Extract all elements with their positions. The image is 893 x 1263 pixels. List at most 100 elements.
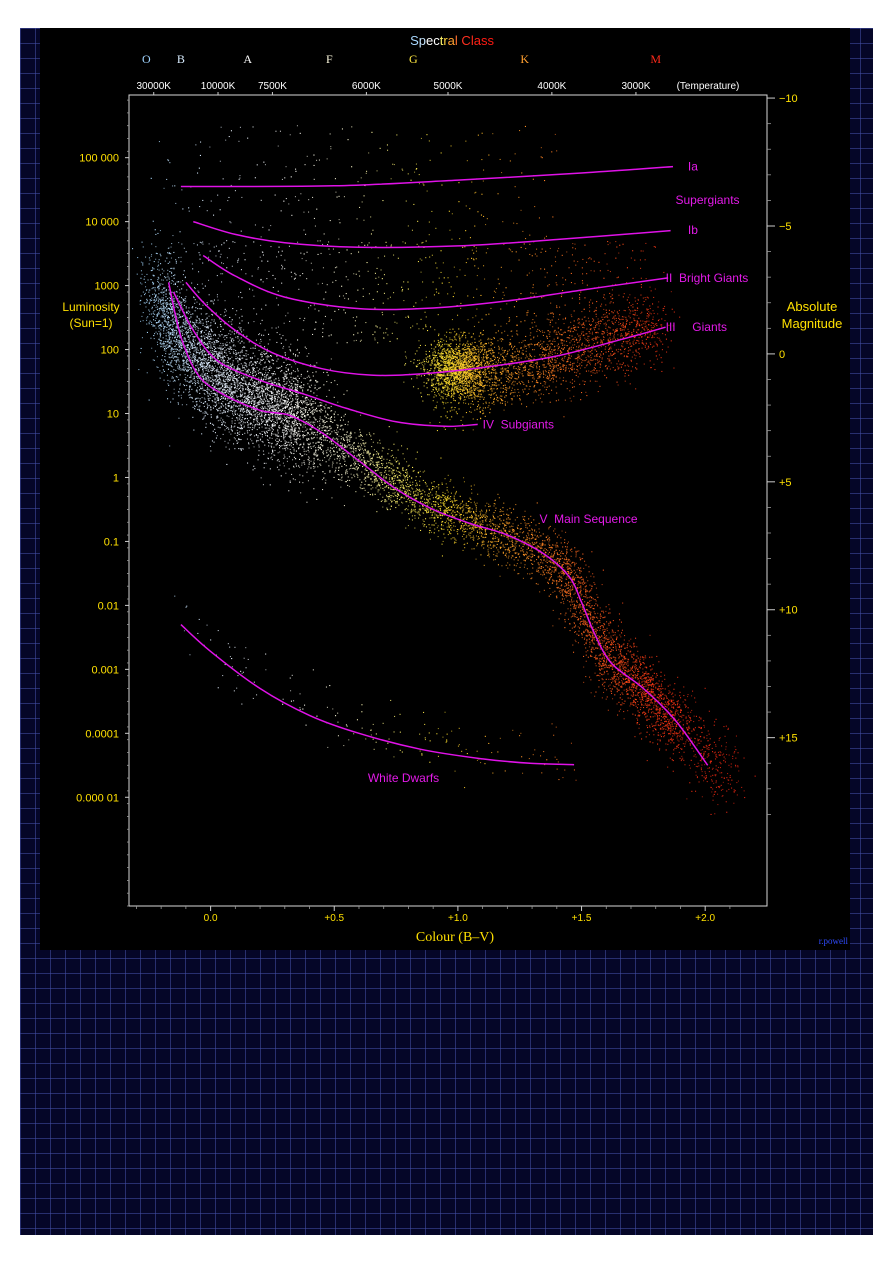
star-point	[320, 408, 322, 410]
star-point	[659, 696, 661, 698]
star-point	[283, 402, 285, 404]
star-point	[532, 534, 534, 536]
star-point	[164, 317, 166, 319]
star-point	[592, 647, 594, 649]
star-point	[310, 411, 312, 413]
star-point	[142, 262, 144, 264]
star-point	[610, 657, 612, 659]
star-point	[420, 498, 422, 500]
star-point	[190, 353, 192, 355]
star-point	[444, 502, 446, 504]
star-point	[591, 640, 593, 642]
star-point	[284, 440, 286, 442]
star-point	[205, 353, 207, 355]
star-point	[568, 559, 570, 561]
star-point	[207, 345, 209, 347]
star-point	[491, 527, 493, 529]
star-point	[537, 556, 539, 558]
star-point	[261, 356, 263, 358]
star-point	[177, 367, 179, 369]
star-point	[678, 706, 680, 708]
star-point	[614, 659, 616, 661]
star-point	[622, 667, 624, 669]
star-point	[329, 450, 331, 452]
star-point	[336, 445, 338, 447]
star-point	[492, 519, 494, 521]
star-point	[492, 537, 494, 539]
star-point	[567, 583, 569, 585]
star-point	[324, 473, 326, 475]
star-point	[283, 389, 285, 391]
star-point	[548, 567, 550, 569]
star-point	[196, 390, 198, 392]
star-point	[575, 605, 577, 607]
star-point	[471, 531, 473, 533]
star-point	[603, 685, 605, 687]
star-point	[496, 547, 498, 549]
star-point	[370, 478, 372, 480]
star-point	[512, 545, 514, 547]
star-point	[636, 668, 638, 670]
star-point	[371, 457, 373, 459]
star-point	[569, 549, 571, 551]
star-point	[552, 566, 554, 568]
star-point	[572, 603, 574, 605]
star-point	[559, 576, 561, 578]
star-point	[568, 581, 570, 583]
star-point	[424, 502, 426, 504]
star-point	[193, 347, 195, 349]
star-point	[256, 367, 258, 369]
star-point	[514, 543, 516, 545]
star-point	[516, 563, 518, 565]
star-point	[293, 466, 295, 468]
star-point	[489, 533, 491, 535]
star-point	[461, 526, 463, 528]
star-point	[267, 424, 269, 426]
star-point	[530, 521, 532, 523]
star-point	[303, 431, 305, 433]
star-point	[339, 479, 341, 481]
star-point	[507, 514, 509, 516]
star-point	[383, 475, 385, 477]
star-point	[370, 473, 372, 475]
star-point	[506, 521, 508, 523]
star-point	[527, 547, 529, 549]
star-point	[386, 485, 388, 487]
star-point	[665, 725, 667, 727]
star-point	[353, 463, 355, 465]
star-point	[293, 425, 295, 427]
star-point	[257, 358, 259, 360]
star-point	[286, 377, 288, 379]
star-point	[413, 504, 415, 506]
star-point	[362, 442, 364, 444]
star-point	[353, 452, 355, 454]
star-point	[244, 399, 246, 401]
star-point	[561, 591, 563, 593]
star-point	[499, 547, 501, 549]
star-point	[601, 584, 603, 586]
star-point	[438, 497, 440, 499]
star-point	[471, 492, 473, 494]
star-point	[381, 482, 383, 484]
star-point	[647, 679, 649, 681]
star-point	[338, 449, 340, 451]
star-point	[364, 483, 366, 485]
star-point	[195, 346, 197, 348]
star-point	[355, 463, 357, 465]
star-point	[447, 496, 449, 498]
star-point	[219, 354, 221, 356]
star-point	[343, 458, 345, 460]
star-point	[341, 474, 343, 476]
star-point	[614, 657, 616, 659]
star-point	[235, 350, 237, 352]
star-point	[360, 488, 362, 490]
star-point	[248, 419, 250, 421]
star-point	[444, 497, 446, 499]
star-point	[450, 520, 452, 522]
star-point	[479, 511, 481, 513]
star-point	[398, 462, 400, 464]
star-point	[561, 566, 563, 568]
star-point	[608, 632, 610, 634]
star-point	[360, 434, 362, 436]
star-point	[567, 541, 569, 543]
